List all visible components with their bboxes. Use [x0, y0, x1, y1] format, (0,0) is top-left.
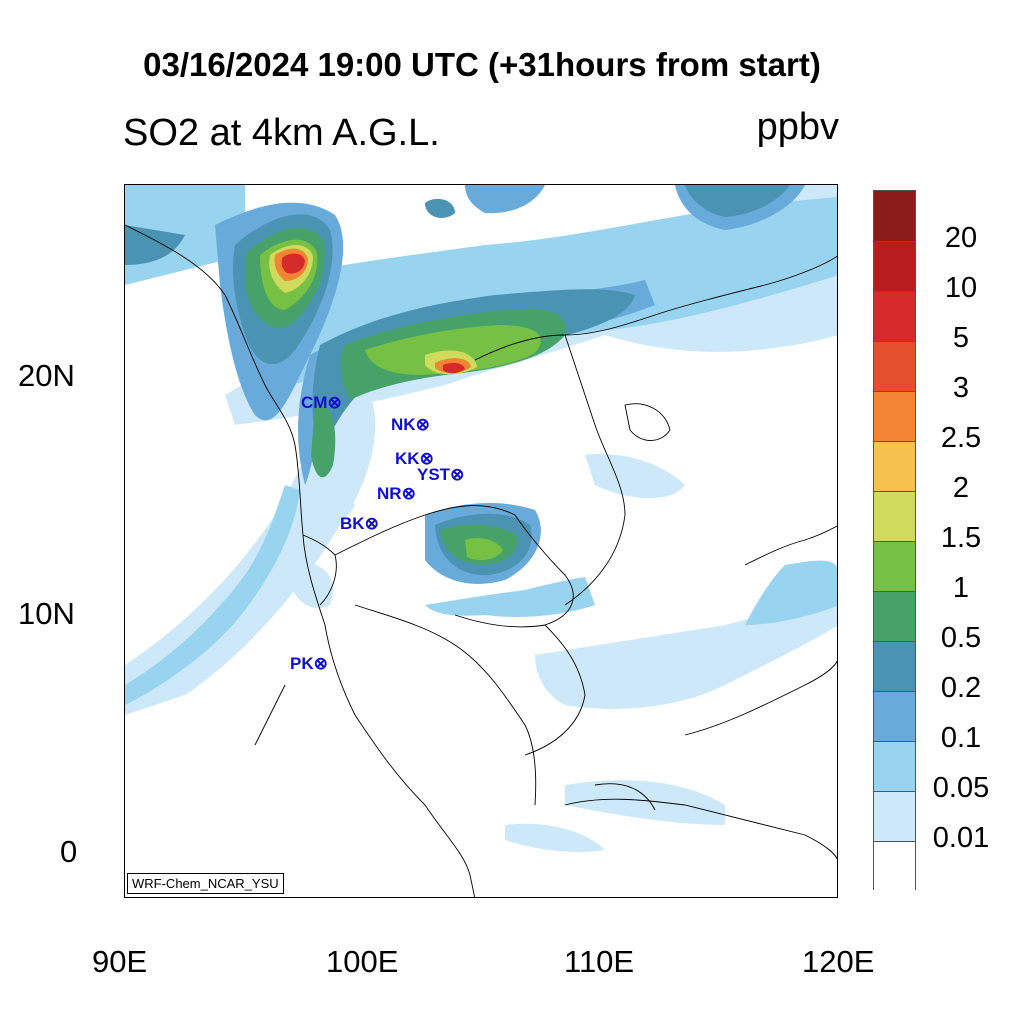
so2-concentration-map: [125, 185, 837, 897]
x-tick-label-120e: 120E: [802, 944, 875, 979]
map-title: 03/16/2024 19:00 UTC (+31hours from star…: [143, 46, 821, 83]
colorbar: [873, 190, 916, 891]
y-tick-label-0: 0: [60, 834, 78, 869]
x-tick-label-90e: 90E: [92, 944, 148, 979]
colorbar-segment: [874, 691, 915, 741]
station-label-cm: CM: [301, 393, 328, 412]
colorbar-segment: [874, 441, 915, 491]
colorbar-label: 0.2: [940, 672, 982, 704]
colorbar-label: 10: [944, 272, 978, 304]
colorbar-segment: [874, 791, 915, 841]
station-yst: YST⊗: [417, 465, 464, 485]
x-tick-label-100e: 100E: [326, 944, 399, 979]
station-marker-icon: ⊗: [313, 654, 328, 673]
colorbar-segment: [874, 741, 915, 791]
station-kk: KK⊗: [395, 449, 434, 469]
units-label: ppbv: [756, 106, 839, 148]
station-label-pk: PK: [290, 654, 314, 673]
colorbar-label: 2.5: [940, 422, 982, 454]
colorbar-label: 1: [952, 572, 970, 604]
station-marker-icon: ⊗: [327, 393, 342, 412]
station-marker-icon: ⊗: [401, 484, 416, 503]
station-label-kk: KK: [395, 449, 420, 468]
x-tick-label-110e: 110E: [564, 944, 635, 979]
colorbar-segment: [874, 841, 915, 891]
so2-field-5: [281, 253, 465, 374]
colorbar-segment: [874, 341, 915, 391]
colorbar-label: 3: [952, 372, 970, 404]
y-tick-label-20n: 20N: [18, 358, 75, 393]
station-label-yst: YST: [417, 465, 451, 484]
station-cm: CM⊗: [301, 393, 342, 413]
model-credit: WRF-Chem_NCAR_YSU: [127, 873, 284, 894]
station-label-nk: NK: [391, 415, 416, 434]
colorbar-label: 20: [944, 222, 978, 254]
colorbar-segment: [874, 391, 915, 441]
station-nr: NR⊗: [377, 484, 416, 504]
colorbar-label: 2: [952, 472, 970, 504]
colorbar-label: 0.5: [940, 622, 982, 654]
station-label-bk: BK: [340, 514, 365, 533]
colorbar-segment: [874, 491, 915, 541]
y-tick-label-10n: 10N: [18, 596, 75, 631]
station-label-nr: NR: [377, 484, 402, 503]
colorbar-segment: [874, 241, 915, 291]
map-subtitle: SO2 at 4km A.G.L.: [123, 112, 440, 154]
colorbar-label: 5: [952, 322, 970, 354]
station-nk: NK⊗: [391, 415, 430, 435]
colorbar-segment: [874, 591, 915, 641]
colorbar-label: 1.5: [940, 522, 982, 554]
colorbar-segment: [874, 641, 915, 691]
colorbar-segment: [874, 191, 915, 241]
station-marker-icon: ⊗: [364, 514, 379, 533]
station-pk: PK⊗: [290, 654, 328, 674]
colorbar-label: 0.05: [932, 772, 990, 804]
map-panel: CM⊗ NK⊗ KK⊗ YST⊗ NR⊗ BK⊗ PK⊗ WRF-Chem_NC…: [124, 184, 838, 898]
colorbar-label: 0.1: [940, 722, 982, 754]
station-bk: BK⊗: [340, 514, 379, 534]
station-marker-icon: ⊗: [450, 465, 465, 484]
coastline-borders: [125, 224, 837, 897]
colorbar-segment: [874, 291, 915, 341]
station-marker-icon: ⊗: [415, 415, 430, 434]
colorbar-label: 0.01: [932, 822, 990, 854]
station-marker-icon: ⊗: [419, 449, 434, 468]
colorbar-segment: [874, 541, 915, 591]
